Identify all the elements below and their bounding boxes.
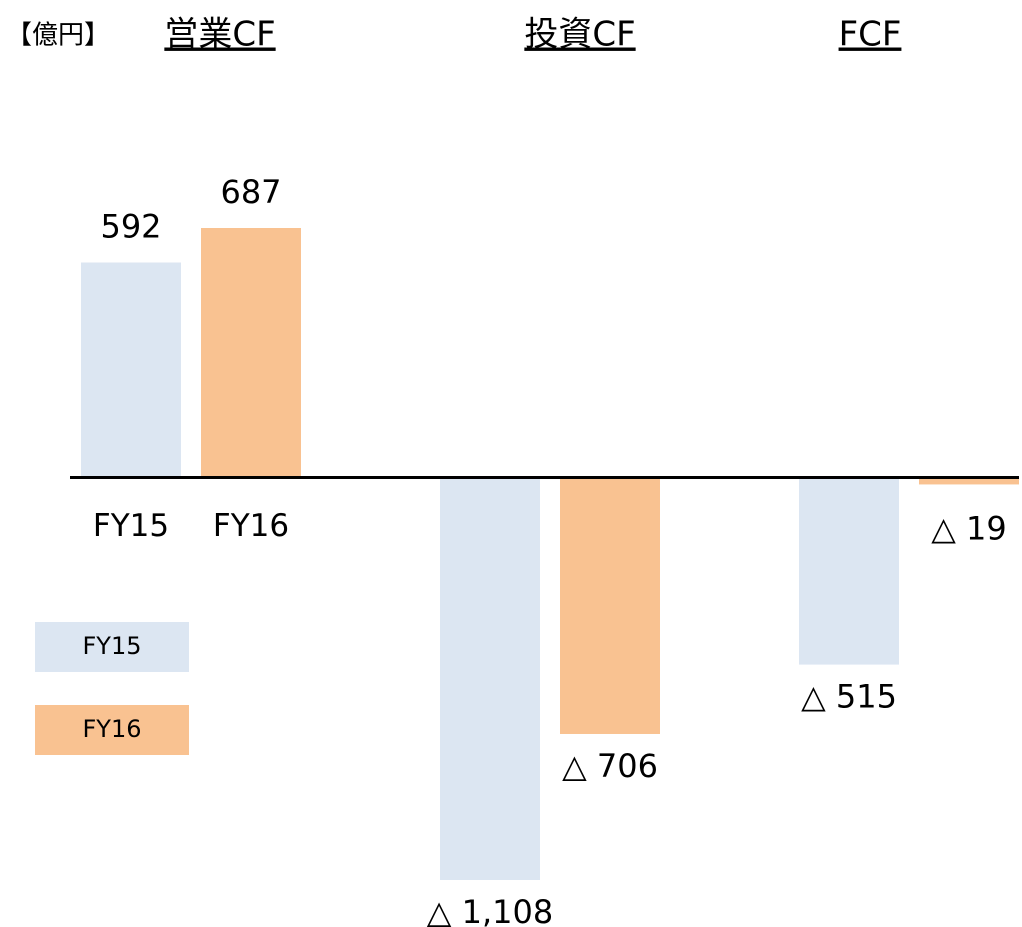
value-label: 592 (100, 208, 161, 246)
legend-label: FY16 (82, 715, 141, 743)
value-label: △ 706 (562, 747, 658, 785)
bar (799, 477, 899, 665)
value-label: 687 (220, 173, 281, 211)
category-title: 投資CF (524, 15, 635, 55)
unit-label: 【億円】 (6, 21, 110, 51)
legend-label: FY15 (82, 632, 141, 660)
x-label: FY16 (213, 508, 289, 544)
value-label: △ 1,108 (427, 893, 553, 927)
value-label: △ 515 (801, 678, 897, 716)
bar (201, 228, 301, 478)
bar (440, 477, 540, 880)
bar (919, 477, 1019, 485)
legend-swatch (35, 622, 189, 672)
legend-swatch (35, 705, 189, 755)
category-title: 営業CF (164, 15, 275, 55)
bar (560, 477, 660, 734)
category-title: FCF (839, 15, 902, 55)
x-label: FY15 (93, 508, 169, 544)
value-label: △ 19 (931, 509, 1007, 547)
bar (81, 262, 181, 478)
